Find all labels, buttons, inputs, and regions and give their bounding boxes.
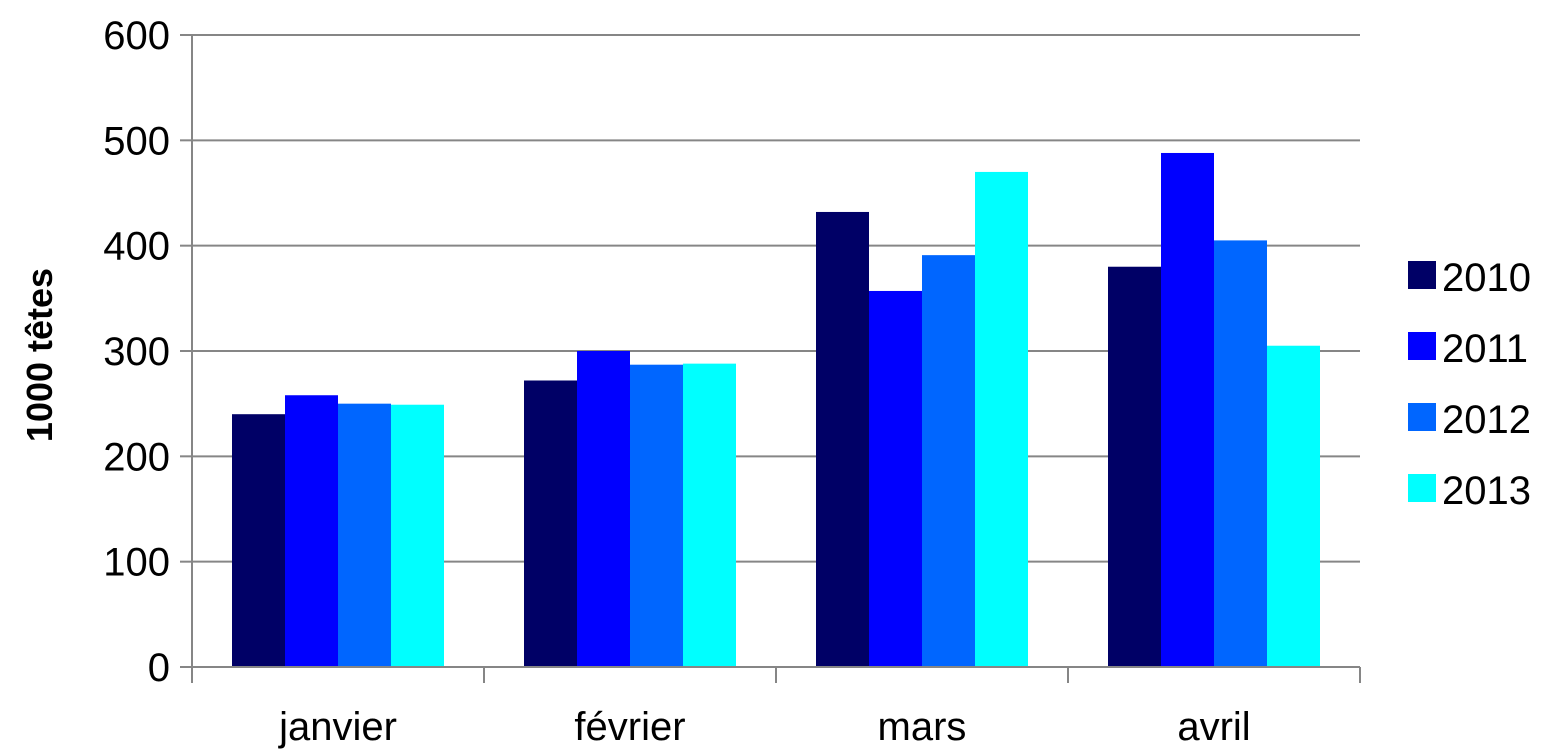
bar-mars-2013 [975,171,1028,667]
axes [191,35,1361,683]
bar-mars-2012 [922,255,975,667]
y-tick-labels: 0 100 200 300 400 500 600 [103,14,170,690]
bars [232,152,1320,667]
y-tick-label: 500 [103,119,170,163]
y-tick-label: 300 [103,330,170,374]
x-category-label: mars [878,705,967,749]
legend-label: 2010 [1442,256,1531,300]
legend-label: 2012 [1442,398,1531,442]
x-category-labels: janvier février mars avril [278,705,1251,749]
x-category-label: janvier [278,705,397,749]
bar-mars-2010 [816,211,869,667]
bar-janvier-2010 [232,414,285,667]
bar-avril-2010 [1108,266,1161,667]
bar-mars-2011 [869,290,922,667]
bar-février-2010 [524,380,577,667]
x-category-label: février [574,705,685,749]
legend-swatch-2010 [1408,261,1436,289]
y-tick-label: 400 [103,225,170,269]
bar-janvier-2013 [391,404,444,667]
bar-janvier-2012 [338,403,391,667]
legend: 2010 2011 2012 2013 [1408,256,1531,513]
bar-avril-2011 [1161,152,1214,667]
y-axis-title: 1000 têtes [19,268,60,442]
y-tick-label: 100 [103,541,170,585]
legend-swatch-2011 [1408,332,1436,360]
legend-label: 2011 [1442,327,1528,371]
y-tick-label: 600 [103,14,170,58]
legend-swatch-2013 [1408,474,1436,502]
y-tick-label: 200 [103,435,170,479]
x-category-label: avril [1177,705,1250,749]
y-tick-label: 0 [148,646,170,690]
bar-avril-2012 [1214,240,1267,667]
legend-label: 2013 [1442,469,1531,513]
bar-février-2011 [577,351,630,667]
bar-février-2012 [630,364,683,667]
bar-février-2013 [683,363,736,667]
bar-avril-2013 [1267,345,1320,667]
legend-swatch-2012 [1408,403,1436,431]
bar-janvier-2011 [285,395,338,667]
